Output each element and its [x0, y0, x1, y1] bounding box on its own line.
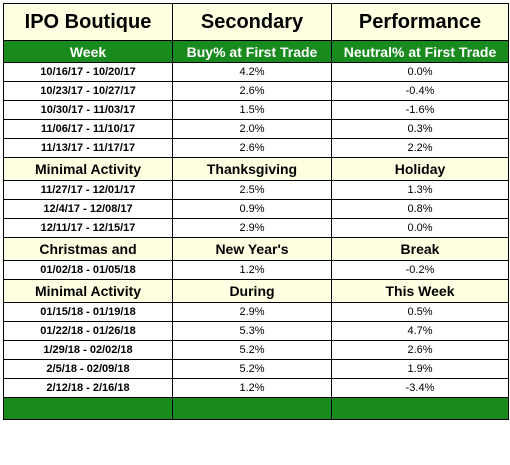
cell-neutral: 2.6% — [331, 340, 509, 360]
note-cell-week: Minimal Activity — [3, 157, 173, 181]
table-row: 01/22/18 - 01/26/18 5.3% 4.7% — [3, 321, 509, 341]
column-header-neutral: Neutral% at First Trade — [331, 40, 509, 63]
title-cell-performance: Performance — [331, 3, 509, 41]
cell-week: 10/30/17 - 11/03/17 — [3, 100, 173, 120]
footer-cell — [331, 397, 509, 420]
cell-neutral: 0.5% — [331, 302, 509, 322]
cell-buy: 5.2% — [172, 340, 332, 360]
footer-row — [3, 397, 509, 420]
cell-week: 2/5/18 - 02/09/18 — [3, 359, 173, 379]
cell-week: 11/27/17 - 12/01/17 — [3, 180, 173, 200]
cell-buy: 2.9% — [172, 302, 332, 322]
table-row: 01/02/18 - 01/05/18 1.2% -0.2% — [3, 260, 509, 280]
cell-neutral: 2.2% — [331, 138, 509, 158]
column-header-row: Week Buy% at First Trade Neutral% at Fir… — [3, 40, 509, 63]
cell-week: 11/13/17 - 11/17/17 — [3, 138, 173, 158]
column-header-buy: Buy% at First Trade — [172, 40, 332, 63]
note-cell-buy: Thanksgiving — [172, 157, 332, 181]
table-row: 2/5/18 - 02/09/18 5.2% 1.9% — [3, 359, 509, 379]
title-row: IPO Boutique Secondary Performance — [3, 3, 509, 41]
table-row: 12/4/17 - 12/08/17 0.9% 0.8% — [3, 199, 509, 219]
cell-buy: 2.9% — [172, 218, 332, 238]
table-body: IPO Boutique Secondary Performance Week … — [3, 3, 509, 420]
note-row: Christmas and New Year's Break — [3, 237, 509, 261]
cell-buy: 5.3% — [172, 321, 332, 341]
cell-buy: 2.6% — [172, 81, 332, 101]
table-row: 10/16/17 - 10/20/17 4.2% 0.0% — [3, 62, 509, 82]
cell-buy: 2.5% — [172, 180, 332, 200]
cell-neutral: -3.4% — [331, 378, 509, 398]
title-cell-secondary: Secondary — [172, 3, 332, 41]
table-row: 11/06/17 - 11/10/17 2.0% 0.3% — [3, 119, 509, 139]
cell-week: 10/16/17 - 10/20/17 — [3, 62, 173, 82]
note-cell-buy: New Year's — [172, 237, 332, 261]
note-cell-neutral: This Week — [331, 279, 509, 303]
cell-buy: 1.5% — [172, 100, 332, 120]
cell-week: 11/06/17 - 11/10/17 — [3, 119, 173, 139]
cell-neutral: 4.7% — [331, 321, 509, 341]
cell-week: 2/12/18 - 2/16/18 — [3, 378, 173, 398]
cell-week: 1/29/18 - 02/02/18 — [3, 340, 173, 360]
note-cell-neutral: Break — [331, 237, 509, 261]
table-row: 12/11/17 - 12/15/17 2.9% 0.0% — [3, 218, 509, 238]
cell-neutral: 0.0% — [331, 62, 509, 82]
column-header-week: Week — [3, 40, 173, 63]
note-row: Minimal Activity During This Week — [3, 279, 509, 303]
note-cell-week: Christmas and — [3, 237, 173, 261]
cell-neutral: -0.4% — [331, 81, 509, 101]
cell-neutral: 0.3% — [331, 119, 509, 139]
cell-buy: 4.2% — [172, 62, 332, 82]
title-cell-ipo-boutique: IPO Boutique — [3, 3, 173, 41]
cell-neutral: 0.8% — [331, 199, 509, 219]
note-cell-buy: During — [172, 279, 332, 303]
ipo-performance-table: IPO Boutique Secondary Performance Week … — [3, 3, 509, 420]
cell-week: 01/02/18 - 01/05/18 — [3, 260, 173, 280]
note-cell-week: Minimal Activity — [3, 279, 173, 303]
table-row: 11/27/17 - 12/01/17 2.5% 1.3% — [3, 180, 509, 200]
cell-buy: 2.6% — [172, 138, 332, 158]
footer-cell — [172, 397, 332, 420]
cell-week: 12/11/17 - 12/15/17 — [3, 218, 173, 238]
cell-buy: 1.2% — [172, 260, 332, 280]
note-row: Minimal Activity Thanksgiving Holiday — [3, 157, 509, 181]
cell-neutral: -1.6% — [331, 100, 509, 120]
cell-week: 01/22/18 - 01/26/18 — [3, 321, 173, 341]
note-cell-neutral: Holiday — [331, 157, 509, 181]
cell-buy: 0.9% — [172, 199, 332, 219]
cell-neutral: -0.2% — [331, 260, 509, 280]
table-row: 2/12/18 - 2/16/18 1.2% -3.4% — [3, 378, 509, 398]
table-row: 10/30/17 - 11/03/17 1.5% -1.6% — [3, 100, 509, 120]
cell-buy: 1.2% — [172, 378, 332, 398]
cell-week: 01/15/18 - 01/19/18 — [3, 302, 173, 322]
footer-cell — [3, 397, 173, 420]
cell-neutral: 1.3% — [331, 180, 509, 200]
cell-buy: 5.2% — [172, 359, 332, 379]
table-row: 11/13/17 - 11/17/17 2.6% 2.2% — [3, 138, 509, 158]
table-row: 1/29/18 - 02/02/18 5.2% 2.6% — [3, 340, 509, 360]
cell-week: 12/4/17 - 12/08/17 — [3, 199, 173, 219]
table-row: 01/15/18 - 01/19/18 2.9% 0.5% — [3, 302, 509, 322]
cell-neutral: 1.9% — [331, 359, 509, 379]
cell-buy: 2.0% — [172, 119, 332, 139]
cell-neutral: 0.0% — [331, 218, 509, 238]
cell-week: 10/23/17 - 10/27/17 — [3, 81, 173, 101]
table-row: 10/23/17 - 10/27/17 2.6% -0.4% — [3, 81, 509, 101]
